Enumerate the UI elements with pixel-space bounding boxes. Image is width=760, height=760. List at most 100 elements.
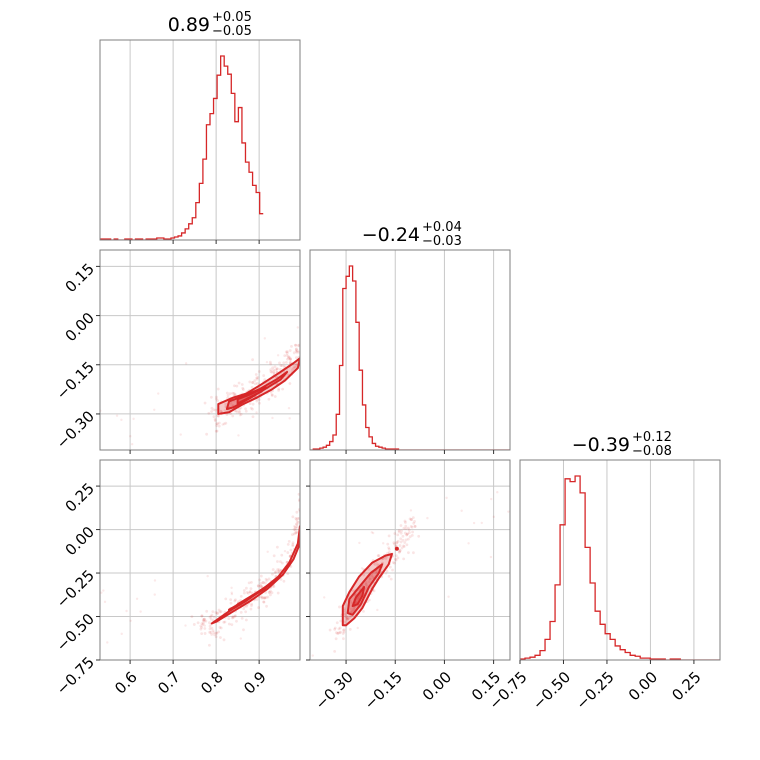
sample-point [345,618,349,621]
sample-point [231,414,235,418]
sample-point [229,401,233,405]
sample-point [202,618,205,621]
sample-point [215,429,219,433]
sample-point [294,347,298,351]
sample-point [345,617,349,621]
sample-point [196,621,200,625]
sample-point [203,632,207,635]
sample-point [296,349,299,353]
sample-point [394,558,398,562]
sample-point [244,610,248,614]
sample-point [241,388,245,391]
sample-point [265,578,269,582]
sample-point [291,544,295,548]
sample-point [367,598,371,602]
sample-point [271,366,274,370]
sample-point [371,576,375,580]
sample-point [248,380,252,384]
sample-point [409,524,413,528]
sample-point [209,614,213,618]
sample-point [447,595,450,598]
sample-point [354,601,358,604]
sample-point [273,571,277,575]
sample-point [223,403,227,406]
sample-point [496,491,499,494]
sample-point [199,627,203,631]
sample-point [235,384,239,388]
axes-frame [99,459,301,661]
sample-point [153,579,157,582]
sample-point [280,561,284,565]
sample-point [387,534,391,538]
hist-step-line [100,55,264,240]
sample-point [262,600,266,604]
sample-point [295,531,298,535]
sample-point [223,620,227,624]
sample-point [208,627,212,631]
sample-point [251,402,255,406]
sample-point [277,569,280,573]
hist-step-line [520,475,720,660]
sample-point [294,522,298,526]
sample-point [212,408,216,412]
sample-point [297,517,300,520]
sample-point [403,541,407,544]
hist-panel-3: −0.75−0.50−0.25 0.00 0.25 [486,459,721,713]
sample-point [242,589,246,592]
sample-point [367,580,371,584]
sample-point [153,593,156,596]
sample-point [399,537,403,541]
scatter-clip-group [100,326,300,446]
sample-point [234,614,237,618]
title-minus-error: −0.05 [212,24,252,39]
sample-point [276,560,279,563]
sample-point [260,585,264,589]
sample-point [255,376,259,380]
sample-point [245,604,248,608]
sample-point [214,635,218,639]
sample-point [294,517,298,520]
sample-point [350,607,353,611]
sample-point [205,609,209,613]
sample-point [398,549,402,553]
sample-point [239,406,243,410]
title-plus-error: +0.04 [422,220,462,235]
sample-point [221,423,224,426]
sample-point [342,628,345,632]
sample-point [210,406,214,410]
sample-point [297,350,300,354]
y-tick-label: −0.15 [53,358,98,403]
sample-point [250,602,254,606]
sample-point [405,533,409,537]
contour-outlier-point [394,546,399,551]
x-tick-label: 0.00 [419,668,455,704]
sample-point [249,607,253,611]
sample-point [401,538,405,542]
title-plus-error: +0.12 [632,430,672,445]
sample-point [135,597,139,601]
scatter-panel-1-3: 0.6 0.7 0.8 0.9 −0.75−0.50−0.25 0.00 0.25 [53,459,301,699]
sample-point [269,589,272,593]
sample-point [286,572,290,576]
axes-frame [309,249,511,451]
sample-point [356,596,360,600]
sample-point [398,544,402,547]
sample-point [275,367,279,371]
sample-point [277,387,281,391]
sample-point [411,530,415,534]
sample-point [311,654,314,657]
sample-point [248,590,252,594]
sample-point [202,619,206,623]
sample-point [290,368,294,371]
sample-point [406,532,410,536]
sample-point [253,382,257,386]
sample-point [388,550,391,554]
sample-point [292,527,296,531]
sample-point [225,391,229,395]
sample-point [106,641,109,644]
sample-point [213,417,217,421]
sample-point [233,599,237,603]
sample-point [402,545,406,548]
sample-point [288,417,291,420]
sample-point [297,508,300,511]
